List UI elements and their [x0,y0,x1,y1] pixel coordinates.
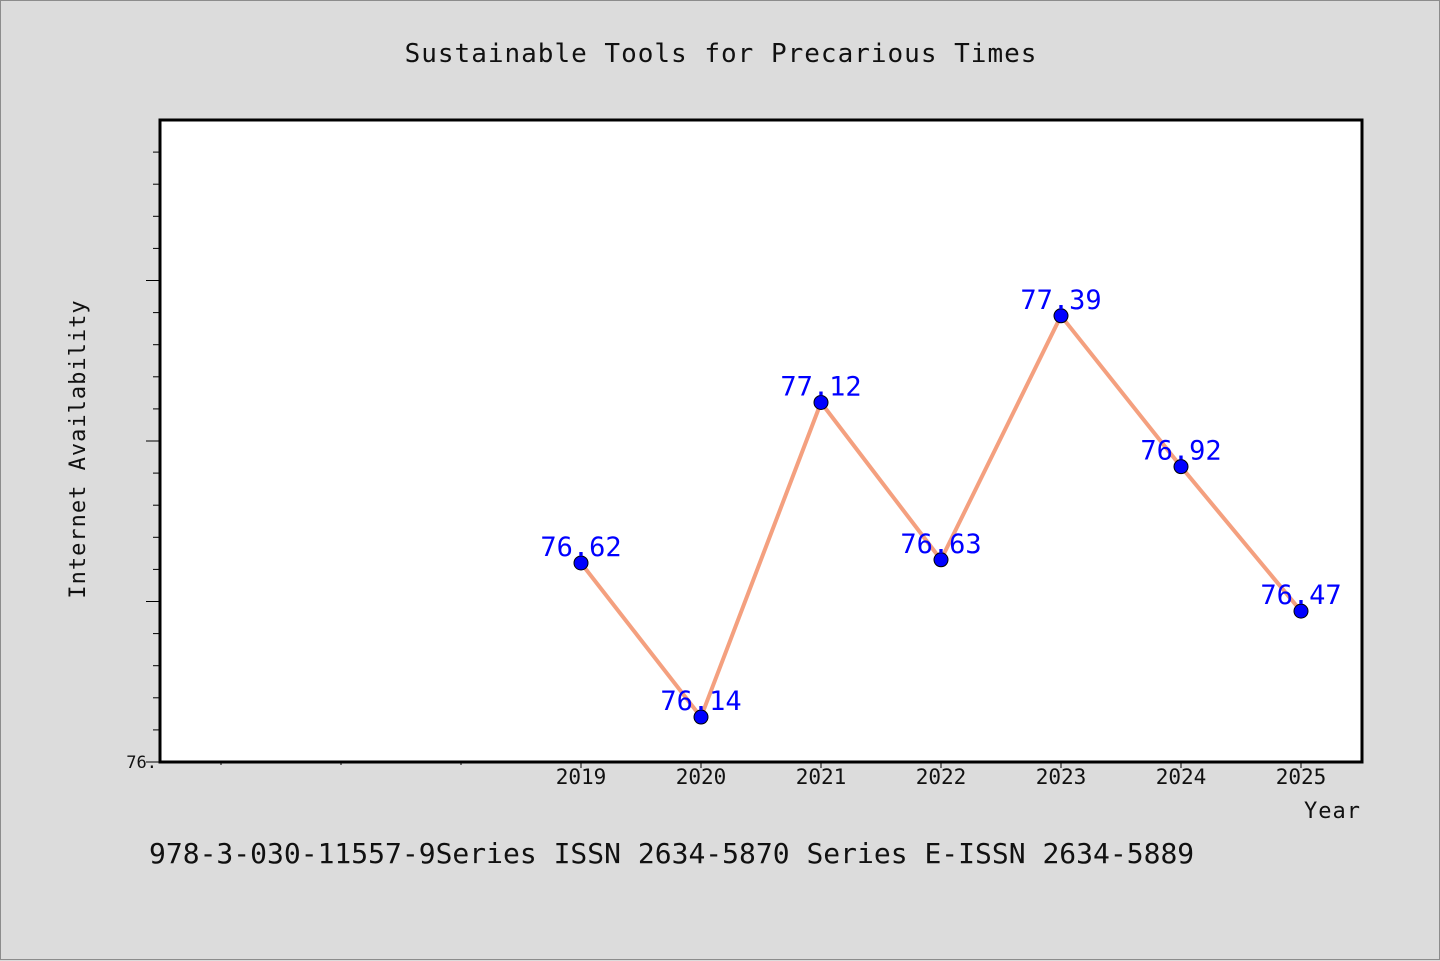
data-label: 77.39 [1020,285,1101,316]
data-point-marker [693,709,709,725]
x-tick-label: 2023 [1036,765,1087,789]
x-tick-label: 2024 [1156,765,1207,789]
data-label: 76.92 [1140,436,1221,467]
data-point-marker [1053,308,1069,324]
series-group: 76.62 76.14 77.12 76.63 77.39 76.92 76.47 [540,285,1342,725]
data-point-marker [1293,603,1309,619]
chart-title: Sustainable Tools for Precarious Times [405,39,1038,69]
x-tick-label: 2021 [796,765,847,789]
data-label: 76.62 [540,532,621,563]
y-axis-label: Internet Availability [66,299,91,598]
data-point-marker [813,394,829,410]
data-label: 77.12 [780,371,861,402]
footer-isbn-text: 978-3-030-11557-9Series ISSN 2634-5870 S… [149,837,1194,870]
x-tick-label: 2025 [1276,765,1327,789]
data-point-marker [573,555,589,571]
data-label: 76.47 [1260,580,1341,611]
data-point-marker [1173,459,1189,475]
data-label: 76.14 [660,686,741,717]
x-axis-ticks: 2019 2020 2021 2022 2023 2024 2025 [220,762,1327,789]
x-tick-label: 2019 [556,765,607,789]
y-tick-label: 76. [126,753,157,773]
x-tick-label: 2020 [676,765,727,789]
data-point-marker [933,552,949,568]
x-axis-label: Year [1304,799,1361,824]
data-label: 76.63 [900,529,981,560]
y-axis-ticks [146,151,160,763]
x-tick-label: 2022 [916,765,967,789]
